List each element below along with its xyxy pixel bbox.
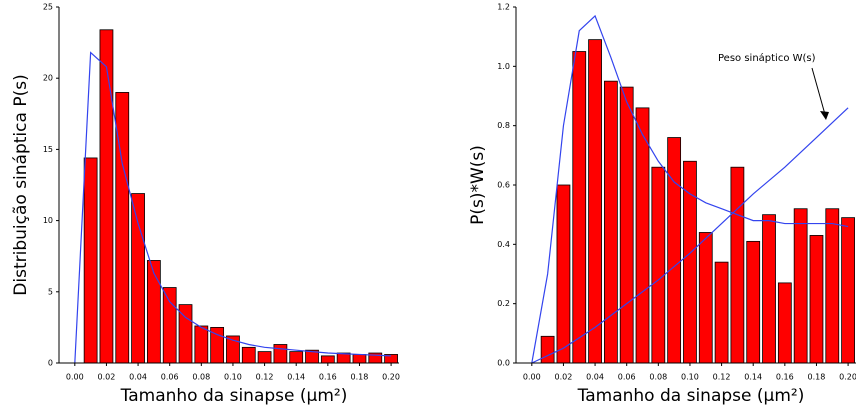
x-tick-label: 0.10 [224,373,242,382]
x-tick-label: 0.08 [649,373,667,382]
y-axis-title: Distribuição sináptica P(s) [11,74,31,295]
line [74,51,392,364]
x-tick-label: 0.16 [776,373,794,382]
x-tick-label: 0.12 [256,373,274,382]
x-tick-label: 0.02 [555,373,573,382]
y-axis-title: P(s)*W(s) [468,145,488,225]
bar [746,240,761,364]
y-tick-label: 0.4 [497,240,510,249]
bar [289,351,304,364]
bar [604,80,618,364]
bar [162,287,177,364]
x-tick-label: 0.20 [839,373,856,382]
y-tick-label: 1.2 [497,3,510,12]
bar [556,184,571,364]
annotation-arrow [811,67,827,119]
bar [619,86,634,364]
x-tick-label: 0.04 [129,373,147,382]
line [531,14,849,364]
bar [730,166,745,364]
x-tick-label: 0.10 [681,373,699,382]
bar [698,232,713,364]
x-tick-label: 0.14 [744,373,762,382]
bar [257,351,272,364]
bar [241,346,256,364]
x-axis-title: Tamanho da sinapse (μm²) [120,386,348,406]
bar [635,107,650,364]
y-tick-label: 15 [43,145,53,154]
bar [667,137,682,364]
bar [841,217,855,364]
arrow-head [820,111,829,120]
line [531,107,849,364]
bar [825,208,840,364]
x-tick-label: 0.20 [382,373,400,382]
y-tick-label: 20 [43,74,53,83]
bar [651,166,666,364]
x-tick-label: 0.08 [192,373,210,382]
y-tick-label: 5 [48,287,53,296]
bar [793,208,808,364]
x-tick-label: 0.00 [523,373,541,382]
x-tick-label: 0.02 [98,373,116,382]
x-tick-label: 0.16 [319,373,337,382]
x-axis-title: Tamanho da sinapse (μm²) [577,386,805,406]
y-tick-label: 0.0 [497,359,510,368]
annotation: Peso sináptico W(s) [718,52,816,64]
bar [714,261,729,364]
y-tick-label: 25 [43,3,53,12]
y-tick-label: 0.2 [497,299,510,308]
bar [194,325,209,364]
x-tick-label: 0.06 [161,373,179,382]
bar [683,160,697,364]
x-tick-label: 0.14 [287,373,305,382]
bar [588,39,602,364]
y-tick-label: 0.8 [497,121,510,130]
bar [777,282,792,364]
x-tick-label: 0.18 [808,373,826,382]
x-tick-label: 0.00 [66,373,84,382]
y-tick-label: 10 [43,216,53,225]
y-tick-label: 1.0 [497,62,510,71]
bar [540,335,555,364]
bar [273,344,288,364]
bar [131,193,145,364]
y-tick-label: 0 [48,359,53,368]
bar [320,355,335,364]
x-tick-label: 0.04 [586,373,604,382]
bar [352,354,367,364]
x-tick-label: 0.06 [618,373,636,382]
bar [83,157,98,364]
bar [762,214,776,364]
bar [572,51,587,364]
bar [809,235,824,364]
bar [146,260,161,364]
y-tick-label: 0.6 [497,181,510,190]
bar [99,29,114,364]
x-tick-label: 0.12 [713,373,731,382]
x-tick-label: 0.18 [351,373,369,382]
